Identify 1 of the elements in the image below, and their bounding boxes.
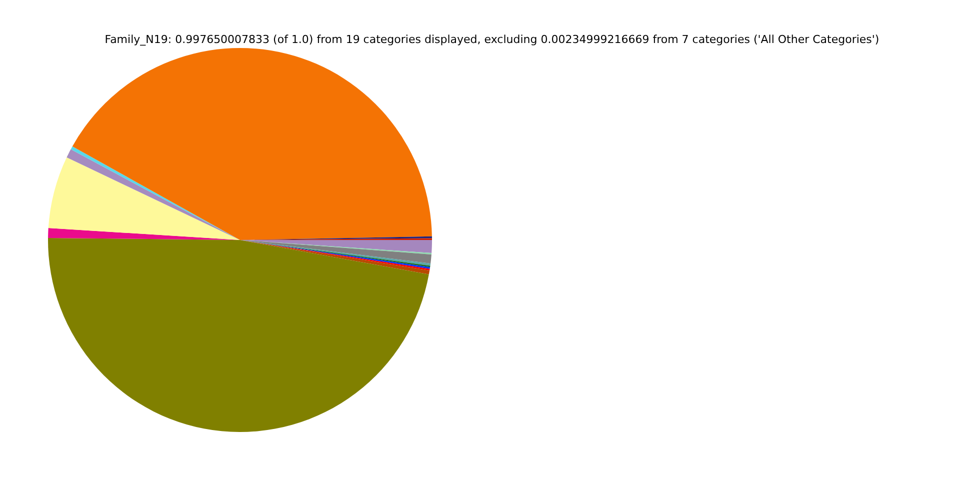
text: Family_N19: 0.997650007833 (of 1.0) from 19 categories displayed, excluding 0.00234999216669 from 7 categories ('All Other Categories') bbox=[104, 33, 880, 46]
